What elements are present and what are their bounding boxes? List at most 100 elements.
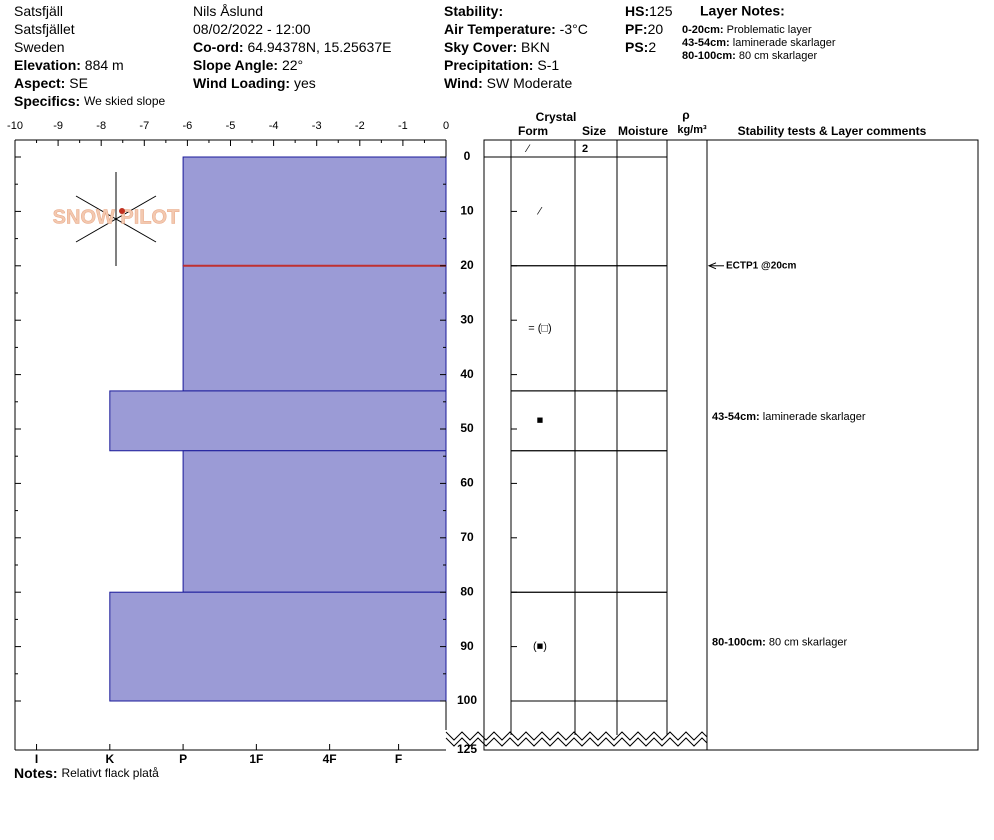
layer-comment-label: 43-54cm:	[712, 411, 760, 423]
header-value: We skied slope	[84, 94, 165, 108]
header-field: Slope Angle: 22°	[193, 57, 303, 73]
layer-note-text: laminerade skarlager	[733, 37, 836, 49]
surface-form: ⁄	[524, 143, 531, 155]
hardness-tick-label: -7	[139, 120, 149, 132]
layer-note-label: 80-100cm:	[682, 50, 736, 62]
depth-tick-label: 0	[464, 149, 471, 163]
header-field: Specifics: We skied slope	[14, 93, 166, 109]
hardness-tick-label: -2	[355, 120, 365, 132]
header-label: Aspect:	[14, 75, 65, 91]
hardness-tick-label: -1	[398, 120, 408, 132]
logo: SNOW PILOT	[53, 206, 180, 228]
depth-tick-label: 10	[460, 204, 474, 218]
depth-tick-label: 80	[460, 584, 474, 598]
header-field: Satsfjäll	[14, 3, 63, 19]
layer-bar	[182, 450, 447, 593]
grain-form: ⁄	[536, 205, 543, 217]
header-field: PF:20	[625, 21, 663, 37]
header-label: Specifics:	[14, 93, 80, 109]
layer-bar	[109, 591, 447, 702]
break-zigzag	[445, 731, 708, 741]
depth-tick-label: 50	[460, 421, 474, 435]
hardness-tick-label: -4	[269, 120, 279, 132]
header-value: SW Moderate	[487, 75, 573, 91]
header-text: Sweden	[14, 39, 65, 55]
header-field: Nils Åslund	[193, 3, 263, 19]
header-value: 2	[648, 39, 656, 55]
header-text: 08/02/2022 - 12:00	[193, 21, 311, 37]
col-header: Moisture	[618, 124, 668, 138]
hardness-scale-label: 1F	[249, 752, 263, 766]
snowflake-icon	[75, 172, 157, 266]
hardness-tick-label: -10	[7, 120, 23, 132]
depth-tick-label: 90	[460, 639, 474, 653]
header-value: 20	[648, 21, 664, 37]
layer-note-text: Problematic layer	[727, 24, 812, 36]
header-field: Co-ord: 64.94378N, 15.25637E	[193, 39, 391, 55]
header-field: PS:2	[625, 39, 656, 55]
table-frame	[483, 139, 979, 751]
hardness-scale-label: I	[35, 752, 38, 766]
layer-note: 43-54cm: laminerade skarlager	[682, 37, 836, 49]
layer-bar	[182, 265, 447, 392]
header-value: SE	[69, 75, 88, 91]
surface-size: 2	[582, 143, 588, 155]
layer-comment-text: 80 cm skarlager	[769, 637, 848, 649]
header-value: BKN	[521, 39, 550, 55]
header-label: PS:	[625, 39, 648, 55]
header-field: HS:125	[625, 3, 673, 19]
hardness-tick-label: -3	[312, 120, 322, 132]
layer-bar	[182, 156, 447, 267]
grain-form: (■)	[533, 641, 547, 653]
layer-note-label: 43-54cm:	[682, 37, 730, 49]
header-field: Sweden	[14, 39, 65, 55]
depth-tick-label: 100	[457, 693, 477, 707]
col-header: Stability tests & Layer comments	[738, 124, 927, 138]
header-field: Wind Loading: yes	[193, 75, 316, 91]
header-value: -3°C	[560, 21, 588, 37]
header-value: 22°	[282, 57, 303, 73]
col-header: kg/m³	[677, 124, 707, 136]
header-label: Air Temperature:	[444, 21, 556, 37]
header-field: Elevation: 884 m	[14, 57, 124, 73]
col-header: Crystal	[536, 110, 577, 124]
header-text: Satsfjället	[14, 21, 75, 37]
header-label: Sky Cover:	[444, 39, 517, 55]
depth-tick-label: 60	[460, 476, 474, 490]
header-label: Co-ord:	[193, 39, 244, 55]
notes-label: Notes: Relativt flack platå	[14, 765, 159, 781]
layer-comment: 80-100cm: 80 cm skarlager	[712, 637, 847, 649]
header-value: 125	[649, 3, 673, 19]
grain-form: = (□)	[528, 322, 551, 334]
layer-note: 0-20cm: Problematic layer	[682, 24, 812, 36]
header-field: Air Temperature: -3°C	[444, 21, 588, 37]
hardness-tick-label: -5	[226, 120, 236, 132]
layer-note-label: 0-20cm:	[682, 24, 724, 36]
header-text: Nils Åslund	[193, 3, 263, 19]
header-label: Elevation:	[14, 57, 81, 73]
header-field: 08/02/2022 - 12:00	[193, 21, 311, 37]
header-value: 884 m	[85, 57, 124, 73]
hardness-tick-label: -9	[53, 120, 63, 132]
col-header: ρ	[682, 108, 689, 122]
header-label: HS:	[625, 3, 649, 19]
break-zigzag	[445, 737, 708, 747]
header-field: Aspect: SE	[14, 75, 88, 91]
test-arrowhead	[707, 262, 717, 270]
hardness-tick-label: -6	[183, 120, 193, 132]
hardness-scale-label: 4F	[323, 752, 337, 766]
header-label: Slope Angle:	[193, 57, 278, 73]
hardness-tick-label: -8	[96, 120, 106, 132]
header-field: Satsfjället	[14, 21, 75, 37]
header-label: Stability:	[444, 3, 503, 19]
header-value: yes	[294, 75, 316, 91]
hardness-scale-label: F	[395, 752, 402, 766]
header-field: Wind: SW Moderate	[444, 75, 572, 91]
header-label: Wind Loading:	[193, 75, 290, 91]
grain-form: ■	[537, 415, 544, 427]
layer-note-text: 80 cm skarlager	[739, 50, 818, 62]
header-label: Wind:	[444, 75, 483, 91]
layer-notes-title: Layer Notes:	[700, 3, 785, 19]
depth-tick-label: 125	[457, 742, 477, 756]
